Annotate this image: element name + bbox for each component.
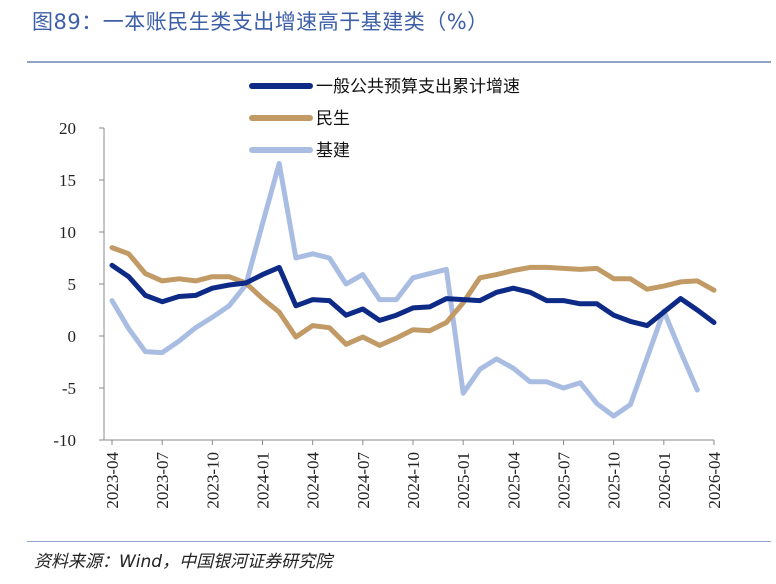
chart-series [109, 160, 717, 419]
chart-axes: 20 15 10 5 0 -5 -10 2023-04 2023-07 2023-10 2024-0… [53, 119, 724, 509]
legend-label-2: 基建 [316, 141, 350, 161]
x-tick-label: 2024-04 [304, 452, 323, 509]
x-tick-label: 2023-10 [203, 452, 222, 509]
x-tick-label: 2025-01 [454, 452, 473, 509]
x-tick-label: 2024-07 [354, 452, 373, 509]
x-tick-label: 2026-04 [705, 452, 724, 509]
x-tick-label: 2025-10 [605, 452, 624, 509]
legend-label-1: 民生 [316, 109, 350, 129]
y-tick-label: 10 [59, 223, 76, 242]
x-tick-label: 2025-07 [555, 452, 574, 509]
series-line-1 [109, 245, 717, 348]
x-tick-label: 2024-01 [254, 452, 273, 509]
series-line-0 [109, 262, 717, 329]
source-note: 资料来源：Wind，中国银河证券研究院 [34, 552, 333, 572]
legend-label-0: 一般公共预算支出累计增速 [316, 77, 520, 97]
series-line-2 [109, 160, 700, 419]
y-tick-label: 15 [59, 171, 76, 190]
y-tick-label: 5 [68, 275, 77, 294]
top-divider [27, 61, 771, 63]
figure-title: 图89：一本账民生类支出增速高于基建类（%） [32, 10, 489, 34]
x-tick-label: 2025-04 [504, 452, 523, 509]
x-tick-label: 2023-04 [103, 452, 122, 509]
bottom-divider [27, 541, 771, 542]
x-tick-label: 2024-10 [404, 452, 423, 509]
x-tick-label: 2026-01 [655, 452, 674, 509]
y-tick-label: -10 [53, 431, 76, 450]
x-tick-label: 2023-07 [153, 452, 172, 509]
y-tick-label: 20 [59, 119, 76, 138]
y-tick-label: 0 [68, 327, 77, 346]
y-tick-label: -5 [62, 379, 76, 398]
